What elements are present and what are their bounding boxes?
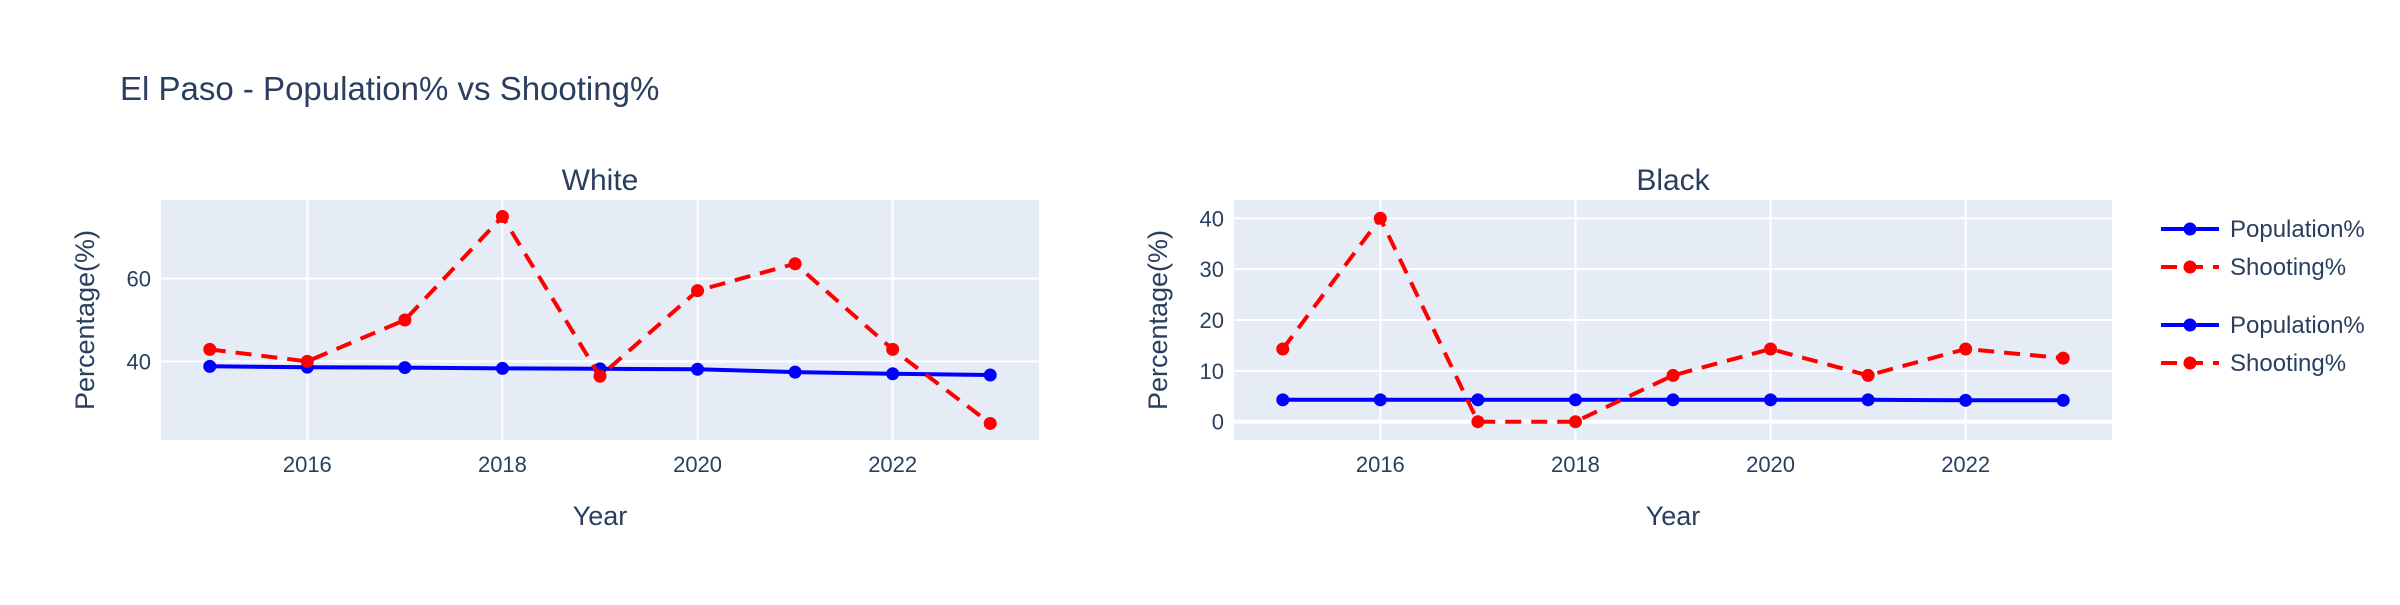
x-tick-label: 2022	[868, 452, 917, 477]
y-tick-label: 40	[1200, 206, 1224, 231]
y-tick-label: 10	[1200, 359, 1224, 384]
data-point	[1373, 393, 1387, 407]
data-point	[495, 210, 509, 224]
series-shooting	[1276, 211, 2070, 429]
subplot-title: Black	[1636, 164, 1710, 197]
series-shooting	[203, 210, 997, 430]
data-point	[2056, 351, 2070, 365]
legend-label: Population%	[2230, 312, 2365, 339]
data-point	[886, 367, 900, 381]
data-point	[1959, 342, 1973, 356]
x-axis-title: Year	[573, 501, 628, 531]
data-point	[300, 354, 314, 368]
data-point	[788, 257, 802, 271]
subplots: 2016 2018 2020 2022 40 60 White Year Percentage(…	[70, 164, 2112, 531]
x-tick-label: 2022	[1941, 452, 1990, 477]
legend-item: Population%	[2161, 216, 2365, 243]
legend-marker	[2183, 260, 2197, 274]
data-point	[1959, 393, 1973, 407]
x-tick-label: 2020	[673, 452, 722, 477]
data-point	[398, 361, 412, 375]
data-point	[203, 359, 217, 373]
data-point	[1666, 393, 1680, 407]
x-tick-label: 2020	[1746, 452, 1795, 477]
legend-item: Population%	[2161, 312, 2365, 339]
legend-item: Shooting%	[2161, 254, 2346, 281]
series-population	[203, 359, 997, 382]
y-tick-label: 60	[127, 267, 151, 292]
data-point	[691, 284, 705, 298]
data-point	[2056, 393, 2070, 407]
y-tick-label: 0	[1212, 410, 1224, 435]
data-point	[1471, 393, 1485, 407]
data-point	[1276, 342, 1290, 356]
x-tick-label: 2016	[283, 452, 332, 477]
data-point	[788, 365, 802, 379]
data-point	[1471, 415, 1485, 429]
y-axis-title: Percentage(%)	[1143, 230, 1173, 410]
data-point	[1861, 393, 1875, 407]
subplot-title: White	[562, 164, 639, 197]
y-tick-label: 30	[1200, 257, 1224, 282]
data-point	[983, 416, 997, 430]
data-point	[1568, 415, 1582, 429]
data-point	[495, 361, 509, 375]
x-tick-label: 2016	[1356, 452, 1405, 477]
x-axis-title: Year	[1646, 501, 1701, 531]
legend-item: Shooting%	[2161, 350, 2346, 377]
figure-title: El Paso - Population% vs Shooting%	[120, 70, 659, 107]
data-point	[1764, 342, 1778, 356]
legend-marker	[2183, 356, 2197, 370]
data-point	[593, 369, 607, 383]
subplot-1: 2016 2018 2020 2022 40 60 White Year Percentage(…	[70, 164, 1039, 531]
data-point	[983, 368, 997, 382]
data-point	[1666, 368, 1680, 382]
y-tick-label: 40	[127, 349, 151, 374]
legend-marker	[2183, 318, 2197, 332]
data-point	[1861, 368, 1875, 382]
y-axis-title: Percentage(%)	[70, 230, 100, 410]
legend-label: Shooting%	[2230, 350, 2346, 377]
y-tick-label: 20	[1200, 308, 1224, 333]
data-point	[398, 313, 412, 327]
x-tick-label: 2018	[1551, 452, 1600, 477]
data-point	[691, 362, 705, 376]
legend-label: Population%	[2230, 216, 2365, 243]
legend: Population% Shooting% Population% Shooting%	[2161, 216, 2365, 377]
legend-label: Shooting%	[2230, 254, 2346, 281]
series-line	[1281, 216, 2064, 424]
data-point	[203, 342, 217, 356]
series-population	[1276, 393, 2070, 407]
plot-area	[161, 200, 1039, 440]
data-point	[1764, 393, 1778, 407]
legend-marker	[2183, 222, 2197, 236]
data-point	[1373, 211, 1387, 225]
subplot-2: 2016 2018 2020 2022 0 10 20 30 40 Black Year Percen…	[1143, 164, 2112, 531]
data-point	[1276, 393, 1290, 407]
data-point	[886, 342, 900, 356]
data-point	[1568, 393, 1582, 407]
x-tick-label: 2018	[478, 452, 527, 477]
